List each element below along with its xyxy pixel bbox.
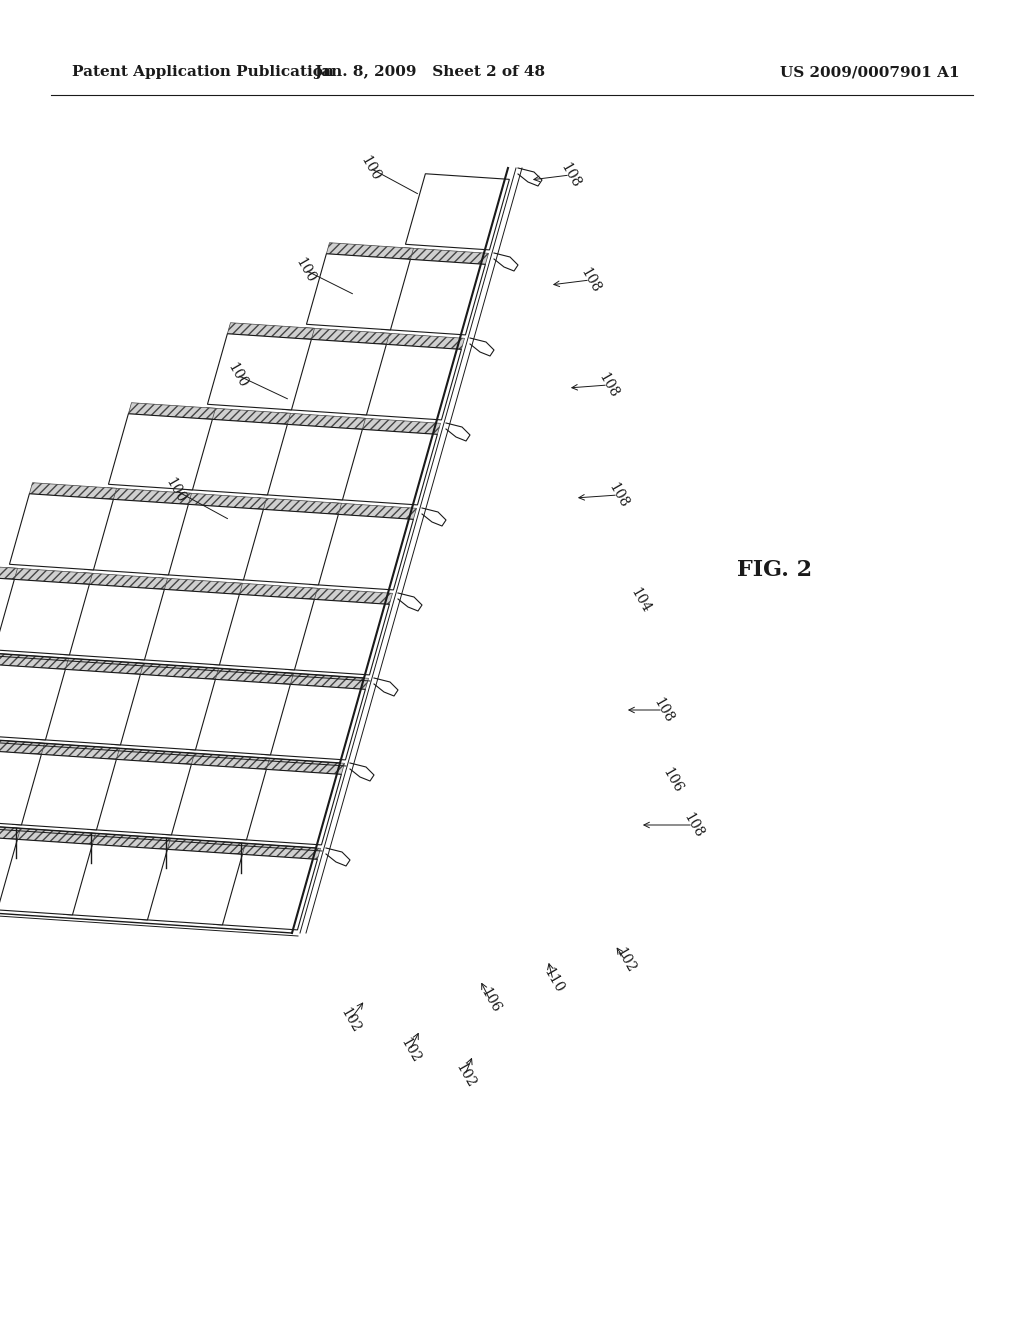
Polygon shape: [131, 663, 218, 680]
Polygon shape: [138, 849, 243, 925]
Text: 102: 102: [453, 1060, 477, 1090]
Polygon shape: [0, 664, 66, 741]
Polygon shape: [279, 413, 366, 429]
Polygon shape: [234, 508, 338, 585]
Polygon shape: [0, 838, 92, 915]
Polygon shape: [327, 243, 414, 259]
Polygon shape: [257, 758, 344, 775]
Polygon shape: [0, 574, 14, 649]
Text: 102: 102: [397, 1035, 423, 1065]
Polygon shape: [208, 334, 311, 411]
Text: 102: 102: [337, 1005, 362, 1035]
Polygon shape: [0, 562, 17, 579]
Text: US 2009/0007901 A1: US 2009/0007901 A1: [780, 65, 959, 79]
Text: FIG. 2: FIG. 2: [737, 558, 813, 581]
Polygon shape: [37, 669, 140, 744]
Polygon shape: [0, 652, 69, 669]
Polygon shape: [163, 764, 266, 840]
Polygon shape: [60, 583, 165, 660]
Text: 108: 108: [595, 370, 621, 400]
Polygon shape: [63, 843, 167, 920]
Text: 100: 100: [292, 255, 317, 285]
Polygon shape: [261, 684, 366, 760]
Text: 106: 106: [659, 766, 685, 795]
Polygon shape: [182, 752, 269, 770]
Polygon shape: [30, 483, 117, 499]
Polygon shape: [183, 418, 288, 495]
Polygon shape: [104, 487, 191, 504]
Text: Jan. 8, 2009   Sheet 2 of 48: Jan. 8, 2009 Sheet 2 of 48: [314, 65, 546, 79]
Polygon shape: [0, 578, 89, 655]
Polygon shape: [108, 747, 195, 764]
Polygon shape: [56, 657, 143, 675]
Polygon shape: [406, 174, 509, 249]
Polygon shape: [357, 343, 462, 420]
Polygon shape: [258, 424, 362, 500]
Polygon shape: [135, 589, 240, 665]
Polygon shape: [330, 503, 417, 519]
Polygon shape: [5, 568, 92, 585]
Polygon shape: [84, 499, 188, 576]
Polygon shape: [207, 668, 294, 684]
Text: 108: 108: [578, 265, 603, 294]
Polygon shape: [33, 743, 120, 759]
Polygon shape: [160, 504, 263, 579]
Polygon shape: [238, 768, 341, 845]
Polygon shape: [233, 842, 321, 859]
Polygon shape: [186, 678, 291, 755]
Polygon shape: [83, 833, 171, 849]
Text: 104: 104: [628, 585, 652, 615]
Text: 100: 100: [224, 360, 250, 389]
Polygon shape: [309, 513, 414, 590]
Polygon shape: [283, 339, 386, 414]
Text: 102: 102: [612, 945, 638, 975]
Polygon shape: [230, 582, 317, 599]
Polygon shape: [302, 327, 389, 345]
Text: 106: 106: [477, 985, 503, 1015]
Text: 108: 108: [650, 696, 676, 725]
Polygon shape: [305, 587, 392, 605]
Polygon shape: [128, 403, 215, 420]
Polygon shape: [12, 754, 117, 830]
Polygon shape: [334, 429, 437, 506]
Polygon shape: [87, 759, 191, 836]
Polygon shape: [80, 573, 168, 589]
Text: Patent Application Publication: Patent Application Publication: [72, 65, 334, 79]
Polygon shape: [227, 322, 314, 339]
Text: 100: 100: [357, 153, 383, 183]
Polygon shape: [8, 828, 95, 845]
Polygon shape: [0, 822, 20, 840]
Polygon shape: [254, 498, 341, 515]
Polygon shape: [282, 673, 369, 689]
Polygon shape: [211, 594, 314, 671]
Polygon shape: [286, 599, 389, 675]
Polygon shape: [159, 838, 246, 854]
Polygon shape: [213, 854, 317, 929]
Polygon shape: [306, 253, 411, 330]
Polygon shape: [0, 748, 41, 825]
Text: 108: 108: [557, 160, 583, 190]
Polygon shape: [382, 259, 485, 335]
Polygon shape: [204, 408, 291, 424]
Polygon shape: [109, 413, 212, 490]
Text: 108: 108: [680, 810, 706, 840]
Polygon shape: [0, 834, 17, 909]
Text: 100: 100: [163, 475, 187, 506]
Polygon shape: [156, 578, 243, 594]
Text: 108: 108: [605, 480, 631, 510]
Text: 110: 110: [541, 965, 565, 995]
Polygon shape: [9, 494, 114, 570]
Polygon shape: [378, 333, 465, 350]
Polygon shape: [179, 492, 266, 510]
Polygon shape: [112, 673, 215, 750]
Polygon shape: [353, 417, 440, 434]
Polygon shape: [0, 738, 44, 754]
Polygon shape: [401, 248, 488, 264]
